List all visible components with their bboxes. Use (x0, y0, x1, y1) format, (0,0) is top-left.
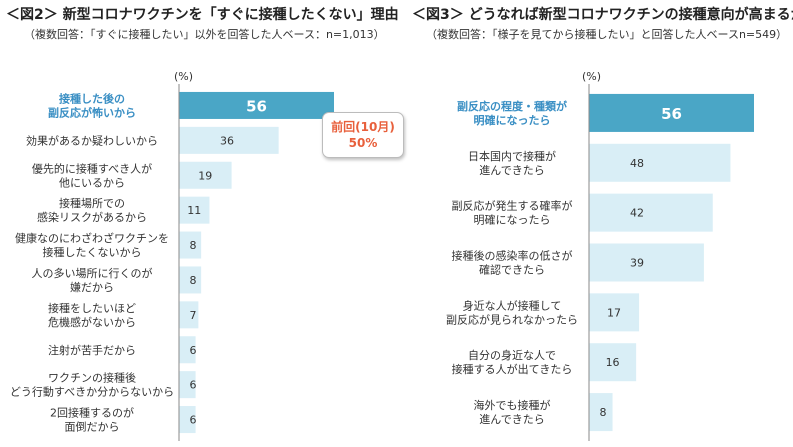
figure2-bar (179, 231, 202, 259)
figure2-bar (179, 161, 232, 189)
figure2-bar (179, 91, 334, 119)
figure3-value-label: 8 (600, 406, 607, 419)
figure3-category-label: 自分の身近な人で接種する人が出てきたら (452, 348, 573, 376)
figure2-value-label: 19 (198, 169, 212, 182)
figure2-bar (179, 406, 196, 434)
figure3-subtitle: （複数回答：「様子を見てから接種したい」と回答した人ベースn=549） (426, 28, 788, 41)
figure2-category-label: 注射が苦手だから (48, 343, 136, 357)
figure2-bar (179, 196, 210, 224)
figure2-subtitle: （複数回答：「すぐに接種したい」以外を回答した人ベース：n=1,013） (24, 28, 385, 41)
figure2-unit-label: (%) (174, 70, 194, 83)
figure2-category-label: 2回接種するのが面倒だから (50, 406, 134, 434)
figure2-value-label: 6 (190, 379, 197, 392)
figure3-value-label: 56 (661, 105, 682, 123)
figure2-value-label: 8 (190, 239, 197, 252)
figure3-bar (589, 293, 640, 332)
figure2-category-label: ワクチンの接種後どう行動すべきか分からないから (10, 371, 174, 399)
figure2-category-label: 健康なのにわざわざワクチンを接種したくないから (15, 231, 169, 259)
figure2-value-label: 6 (190, 414, 197, 427)
figure2-bar (179, 126, 279, 154)
figure2-bar (179, 336, 196, 364)
figure2-category-label: 人の多い場所に行くのが嫌だから (32, 266, 153, 294)
figure3-value-label: 48 (630, 157, 644, 170)
figure2-bar (179, 266, 202, 294)
figure2-value-label: 6 (190, 344, 197, 357)
figure2-category-label: 優先的に接種すべき人が他にいるから (32, 161, 152, 189)
figure3-bar (589, 243, 704, 282)
figure3-value-label: 42 (630, 207, 644, 220)
figure2-value-label: 11 (187, 204, 201, 217)
previous-value-callout: 前回(10月) 50% (322, 112, 404, 158)
figure3-value-label: 16 (606, 356, 620, 369)
figure2-value-label: 36 (220, 134, 234, 147)
figure3-category-label: 海外でも接種が進んできたら (474, 398, 551, 426)
figure2-bar (179, 301, 199, 329)
callout-line-2: 50% (348, 136, 378, 150)
figure3-category-label: 接種後の感染率の低さが確認できたら (452, 249, 573, 277)
figure2-bar (179, 371, 196, 399)
figure3-value-label: 39 (630, 257, 644, 270)
figure3-bar (589, 393, 613, 432)
figure2-title: ＜図2＞ 新型コロナワクチンを「すぐに接種したくない」理由 (6, 7, 399, 23)
figure3-category-label: 日本国内で接種が進んできたら (468, 149, 556, 177)
figure3-bar (589, 143, 731, 182)
figure2-value-label: 8 (190, 274, 197, 287)
figure3-category-label: 身近な人が接種して副反応が見られなかったら (446, 298, 578, 326)
figure3-bar (589, 193, 713, 232)
figure2-category-label: 接種場所での感染リスクがあるから (37, 196, 147, 224)
callout-line-1: 前回(10月) (331, 120, 395, 134)
figure2-value-label: 56 (246, 97, 267, 115)
figure3-category-label: 副反応の程度・種類が明確になったら (457, 99, 567, 127)
figure2-category-label: 接種した後の副反応が怖いから (48, 91, 136, 119)
figure2-category-label: 効果があるか疑わしいから (26, 133, 158, 147)
figure2-value-label: 7 (190, 309, 197, 322)
figure3-bar (589, 343, 637, 382)
figure3-value-label: 17 (607, 306, 621, 319)
figure3-unit-label: (%) (582, 70, 602, 83)
figure2-category-label: 接種をしたいほど危機感がないから (48, 301, 136, 329)
figure3-title: ＜図3＞ どうなれば新型コロナワクチンの接種意向が高まるか (412, 7, 793, 23)
figure3-category-label: 副反応が発生する確率が明確になったら (452, 199, 573, 227)
figure3-bar (589, 93, 754, 132)
